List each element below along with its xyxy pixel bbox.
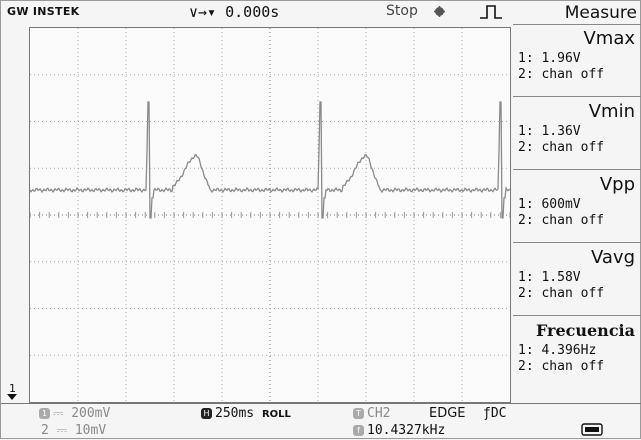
graticule-grid <box>30 28 510 402</box>
measure-ch1-value: 1: 4.396Hz <box>518 343 597 358</box>
trigger-source-value: CH2 <box>367 406 391 421</box>
measure-name: Vavg <box>590 247 635 268</box>
ch2-scale-value: 10mV <box>74 423 107 438</box>
dc-coupling-icon: ⎓ <box>48 423 75 438</box>
counter-badge-icon: f <box>353 425 364 436</box>
measure-ch2-value: 2: chan off <box>518 213 605 228</box>
graticule-and-trace <box>30 28 510 402</box>
usb-icon[interactable] <box>581 423 603 436</box>
dc-coupling-icon: ⎓ <box>53 406 72 421</box>
measure-ch1-value: 1: 1.96V <box>518 51 581 66</box>
trigger-source[interactable]: T CH2 <box>353 406 390 421</box>
ch2-scale[interactable]: 2 ⎓ 10mV <box>41 423 106 438</box>
bottom-status-bar: 1 ⎓ 200mV 2 ⎓ 10mV H 250ms ROLL T CH2 EDGE … <box>1 403 641 440</box>
frequency-counter: f 10.4327kHz <box>353 423 445 438</box>
measure-ch2-value: 2: chan off <box>518 67 605 82</box>
ch1-ground-marker: 1 <box>9 382 16 395</box>
trigger-type[interactable]: EDGE <box>429 406 466 421</box>
ch1-scale-value: 200mV <box>71 406 111 421</box>
run-status: Stop <box>386 3 418 19</box>
measure-panel: Measure Vmax 1: 1.96V 2: chan off Vmin 1… <box>513 1 641 403</box>
measure-vmax[interactable]: Vmax 1: 1.96V 2: chan off <box>513 25 641 97</box>
rising-edge-icon <box>480 5 502 19</box>
measure-name: Vpp <box>599 174 635 195</box>
ch1-waveform-trace <box>30 101 510 219</box>
timebase[interactable]: H 250ms ROLL <box>201 406 291 421</box>
acquire-mode: ROLL <box>261 409 291 420</box>
frequency-value: 10.4327kHz <box>367 423 446 438</box>
trigger-badge-icon: T <box>353 408 364 419</box>
measure-ch1-value: 1: 1.36V <box>518 124 581 139</box>
measure-vmin[interactable]: Vmin 1: 1.36V 2: chan off <box>513 98 641 170</box>
coupling-value: DC <box>490 406 507 421</box>
measure-vpp[interactable]: Vpp 1: 600mV 2: chan off <box>513 171 641 243</box>
trigger-position-readout: ∨→▾ 0.000s <box>189 3 280 21</box>
ch2-index: 2 <box>41 423 49 438</box>
trigger-slope-icon: ƒ <box>483 406 491 421</box>
top-status-bar: GW INSTEK ∨→▾ 0.000s Stop <box>1 1 513 23</box>
measure-ch1-value: 1: 600mV <box>518 197 581 212</box>
measure-frequency[interactable]: Frecuencia 1: 4.396Hz 2: chan off <box>513 317 641 391</box>
measure-name: Frecuencia <box>535 321 635 340</box>
measure-ch2-value: 2: chan off <box>518 140 605 155</box>
measure-name: Vmax <box>583 28 635 49</box>
ch1-scale[interactable]: 1 ⎓ 200mV <box>39 406 110 421</box>
measure-vavg[interactable]: Vavg 1: 1.58V 2: chan off <box>513 244 641 316</box>
ch1-level-arrow-icon <box>7 394 17 400</box>
ch1-badge-icon: 1 <box>39 408 50 419</box>
measure-ch2-value: 2: chan off <box>518 359 605 374</box>
measure-ch1-value: 1: 1.58V <box>518 270 581 285</box>
brand-logo: GW INSTEK <box>7 5 80 18</box>
waveform-screen <box>29 27 511 403</box>
measure-name: Vmin <box>588 101 635 122</box>
timebase-value: 250ms <box>215 406 255 421</box>
measure-panel-title: Measure <box>513 1 641 25</box>
measure-ch2-value: 2: chan off <box>518 286 605 301</box>
horizontal-badge-icon: H <box>201 408 212 419</box>
stop-indicator-icon <box>434 6 445 17</box>
trigger-coupling[interactable]: ƒDC <box>483 406 506 421</box>
